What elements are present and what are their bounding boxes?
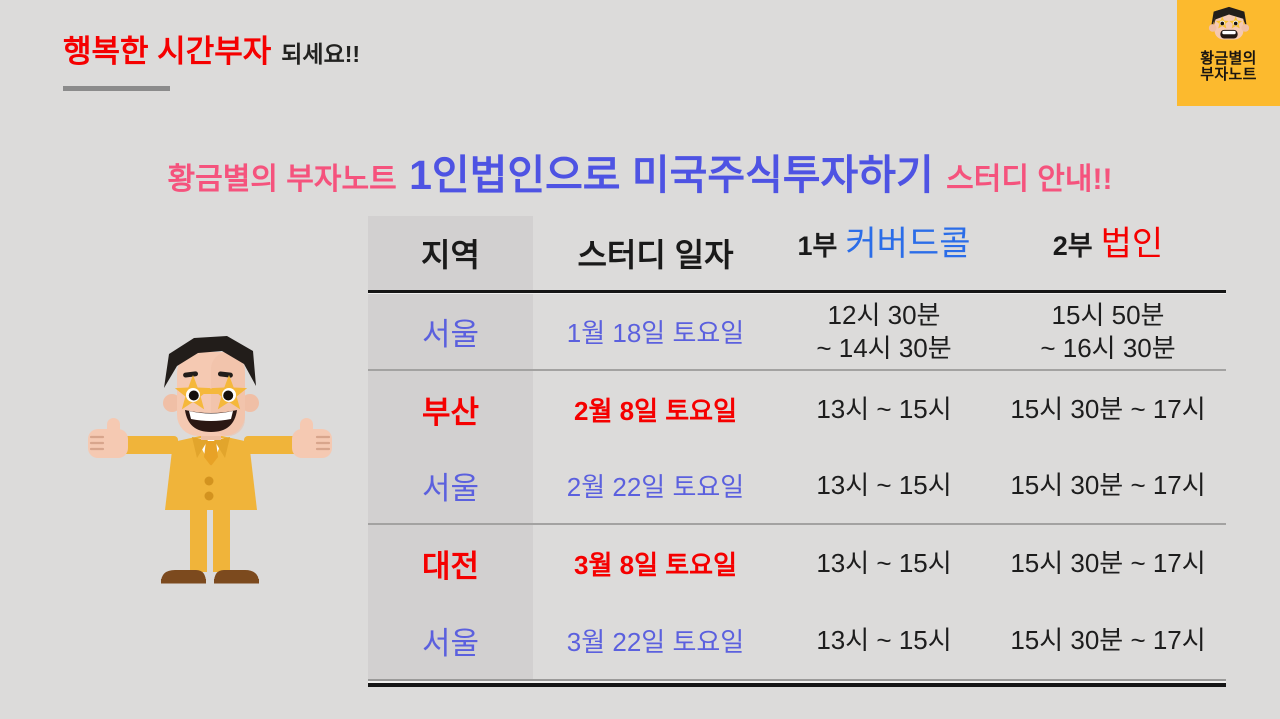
header-underline: [63, 86, 170, 91]
mascot-shoes: [161, 570, 259, 584]
table-bottom-border-thin: [368, 679, 1226, 681]
date-label: 2월 8일 토요일: [574, 396, 737, 426]
page-title-red: 행복한 시간부자: [63, 34, 272, 69]
date-label: 1월 18일 토요일: [566, 318, 745, 348]
mascot-hair: [164, 336, 256, 388]
table-row: 서울 3월 22일 토요일 13시 ~ 15시 15시 30분 ~ 17시: [368, 602, 1226, 679]
table-row: 서울 1월 18일 토요일 12시 30분 ~ 14시 30분 15시 50분 ~ …: [368, 294, 1226, 371]
table-header-separator: [368, 290, 1226, 294]
logo-text-line1: 황금별의: [1200, 50, 1257, 67]
header-date-label: 스터디 일자: [577, 237, 734, 273]
region-label: 서울: [421, 626, 480, 661]
date-cell: 1월 18일 토요일: [533, 294, 778, 369]
header-region-label: 지역: [421, 237, 480, 273]
study-title-prefix: 황금별의 부자노트: [167, 163, 397, 196]
header-part1-cell: 1부 커버드콜: [778, 216, 990, 290]
date-cell: 2월 22일 토요일: [533, 448, 778, 523]
study-title-suffix: 스터디 안내!!: [946, 163, 1113, 196]
part2-time-cell: 15시 30분 ~ 17시: [1010, 470, 1206, 500]
region-cell: 서울: [368, 294, 533, 369]
region-label: 부산: [421, 395, 480, 430]
part2-time-cell: 15시 30분 ~ 17시: [1010, 625, 1206, 655]
table-body: 서울 1월 18일 토요일 12시 30분 ~ 14시 30분 15시 50분 ~ …: [368, 294, 1226, 679]
schedule-table: 지역 스터디 일자 1부 커버드콜 2부 법인 서울 1월 18일 토요일 12…: [368, 216, 1226, 687]
table-row: 부산 2월 8일 토요일 13시 ~ 15시 15시 30분 ~ 17시: [368, 371, 1226, 448]
mascot-star-glasses-icon: [174, 375, 248, 410]
region-cell: 서울: [368, 602, 533, 679]
region-cell: 대전: [368, 525, 533, 602]
date-cell: 2월 8일 토요일: [533, 371, 778, 448]
part1-time-cell: 13시 ~ 15시: [816, 548, 952, 578]
region-cell: 부산: [368, 371, 533, 448]
study-title: 황금별의 부자노트 1인법인으로 미국주식투자하기 스터디 안내!!: [0, 141, 1280, 201]
date-cell: 3월 8일 토요일: [533, 525, 778, 602]
table-bottom-border-thick: [368, 683, 1226, 687]
mascot-ear-right: [241, 394, 259, 412]
header-part2-no: 2부: [1052, 231, 1093, 261]
part1-time-cell: 13시 ~ 15시: [816, 470, 952, 500]
mascot-illustration thumbs-up-character-icon: [88, 336, 332, 584]
region-label: 서울: [421, 471, 480, 506]
header-part1-no: 1부: [797, 231, 838, 261]
region-label: 대전: [421, 549, 480, 584]
header-date-cell: 스터디 일자: [533, 216, 778, 290]
mascot-suit: [165, 436, 257, 510]
date-label: 3월 22일 토요일: [566, 627, 745, 657]
logo-star-glasses-icon: [1215, 16, 1242, 29]
brand-logo: 황금별의 부자노트: [1177, 0, 1280, 106]
date-cell: 3월 22일 토요일: [533, 602, 778, 679]
region-cell: 서울: [368, 448, 533, 523]
page-title-suffix: 되세요!!: [281, 41, 361, 67]
table-row: 서울 2월 22일 토요일 13시 ~ 15시 15시 30분 ~ 17시: [368, 448, 1226, 525]
date-label: 2월 22일 토요일: [566, 472, 745, 502]
part2-time-cell: 15시 30분 ~ 17시: [1010, 394, 1206, 424]
part1-time-cell: 13시 ~ 15시: [816, 625, 952, 655]
header-part2-cell: 2부 법인: [990, 216, 1226, 290]
page-title: 행복한 시간부자 되세요!!: [63, 26, 360, 71]
part2-time-cell: 15시 30분 ~ 17시: [1010, 548, 1206, 578]
logo-character-icon: [1208, 6, 1249, 40]
header-part1-name: 커버드콜: [845, 225, 971, 263]
logo-text: 황금별의 부자노트: [1200, 51, 1256, 83]
mascot-mouth: [185, 410, 237, 432]
mascot-arms: [88, 418, 332, 458]
logo-text-line2: 부자노트: [1200, 66, 1257, 83]
date-label: 3월 8일 토요일: [574, 550, 737, 580]
part2-time-cell: 15시 50분 ~ 16시 30분: [1040, 299, 1176, 363]
part1-time-cell: 13시 ~ 15시: [816, 394, 952, 424]
table-row: 대전 3월 8일 토요일 13시 ~ 15시 15시 30분 ~ 17시: [368, 525, 1226, 602]
mascot-legs: [190, 500, 230, 572]
region-label: 서울: [421, 317, 480, 352]
table-bottom-border-gap: [368, 681, 1226, 683]
header-part2-name: 법인: [1100, 225, 1164, 263]
table-header-row: 지역 스터디 일자 1부 커버드콜 2부 법인: [368, 216, 1226, 290]
header-region-cell: 지역: [368, 216, 533, 290]
part1-time-cell: 12시 30분 ~ 14시 30분: [816, 299, 952, 363]
mascot-ear-left: [163, 394, 181, 412]
study-title-main: 1인법인으로 미국주식투자하기: [409, 152, 934, 198]
